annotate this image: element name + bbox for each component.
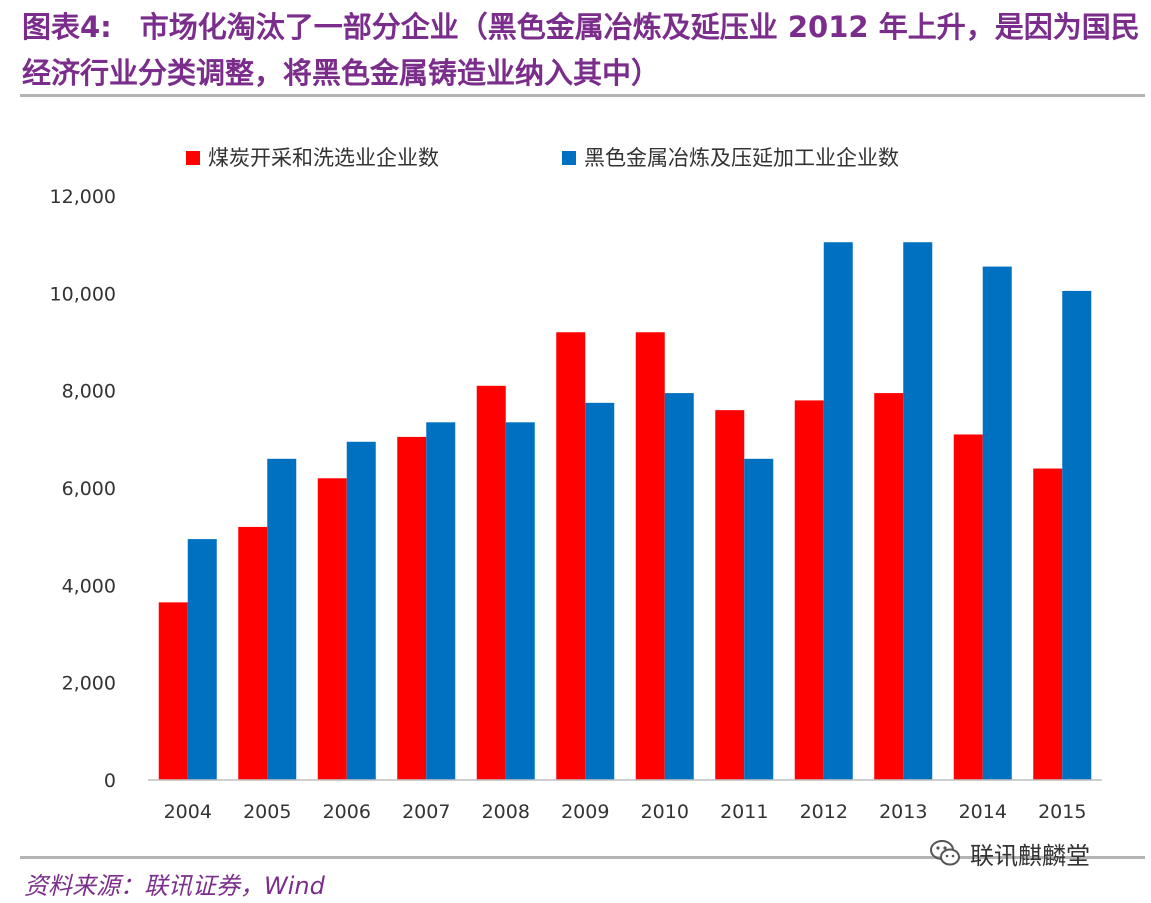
x-tick-label: 2012: [800, 801, 848, 823]
bottom-divider: [20, 856, 1145, 859]
figure-label: 图表4:: [22, 10, 112, 44]
bar-ferrous-2004: [187, 539, 217, 780]
bar-ferrous-2012: [823, 242, 853, 780]
legend-swatch-2: [562, 151, 576, 165]
figure-caption: 市场化淘汰了一部分企业（黑色金属冶炼及延压业 2012 年上升，是因为国民经济行…: [22, 10, 1140, 90]
bar-ferrous-2015: [1062, 290, 1092, 780]
bar-ferrous-2008: [505, 422, 535, 780]
bar-chart: 煤炭开采和洗选业企业数 黑色金属冶炼及压延加工业企业数 0 2,000 4,000 6,0…: [50, 146, 1102, 823]
bar-coal-2004: [158, 602, 188, 780]
chart-title: 图表4: 市场化淘汰了一部分企业（黑色金属冶炼及延压业 2012 年上升，是因为国…: [22, 4, 1142, 96]
bar-coal-2015: [1033, 468, 1063, 780]
x-tick-label: 2011: [720, 801, 768, 823]
legend-swatch-1: [186, 151, 200, 165]
legend-label-2: 黑色金属冶炼及压延加工业企业数: [584, 146, 899, 170]
bar-ferrous-2011: [744, 458, 774, 780]
bar-ferrous-2007: [426, 422, 456, 780]
x-tick-label: 2010: [641, 801, 689, 823]
bar-ferrous-2009: [585, 402, 615, 780]
bar-coal-2014: [953, 434, 983, 780]
x-tick-label: 2006: [323, 801, 371, 823]
y-tick-label: 12,000: [50, 186, 116, 208]
bar-ferrous-2013: [903, 242, 933, 780]
y-tick-label: 8,000: [62, 381, 116, 403]
x-tick-label: 2005: [243, 801, 291, 823]
x-tick-label: 2014: [959, 801, 1007, 823]
x-tick-label: 2004: [164, 801, 212, 823]
wechat-icon: [930, 840, 960, 866]
bar-coal-2007: [397, 436, 427, 780]
watermark-text: 联讯麒麟堂: [970, 841, 1090, 870]
y-tick-label: 10,000: [50, 283, 116, 305]
bar-coal-2009: [556, 332, 586, 780]
legend-label-1: 煤炭开采和洗选业企业数: [208, 146, 439, 170]
y-tick-label: 4,000: [62, 575, 116, 597]
bar-coal-2011: [715, 410, 745, 780]
bar-coal-2010: [635, 332, 665, 780]
bar-ferrous-2006: [346, 441, 376, 780]
bar-coal-2008: [476, 385, 506, 780]
bar-coal-2005: [238, 526, 268, 780]
y-tick-label: 2,000: [62, 673, 116, 695]
bar-coal-2012: [794, 400, 824, 780]
top-divider: [20, 94, 1145, 97]
bar-ferrous-2005: [267, 458, 297, 780]
y-tick-label: 0: [104, 770, 116, 792]
bar-coal-2013: [874, 393, 904, 780]
x-tick-label: 2009: [561, 801, 609, 823]
watermark: 联讯麒麟堂: [928, 836, 1090, 870]
source-note: 资料来源：联讯证券，Wind: [24, 872, 325, 900]
bar-ferrous-2010: [664, 393, 694, 780]
x-tick-label: 2015: [1038, 801, 1086, 823]
x-tick-label: 2007: [402, 801, 450, 823]
x-tick-label: 2008: [482, 801, 530, 823]
x-tick-label: 2013: [879, 801, 927, 823]
bar-coal-2006: [317, 478, 347, 780]
y-tick-label: 6,000: [62, 478, 116, 500]
bar-ferrous-2014: [982, 266, 1012, 781]
